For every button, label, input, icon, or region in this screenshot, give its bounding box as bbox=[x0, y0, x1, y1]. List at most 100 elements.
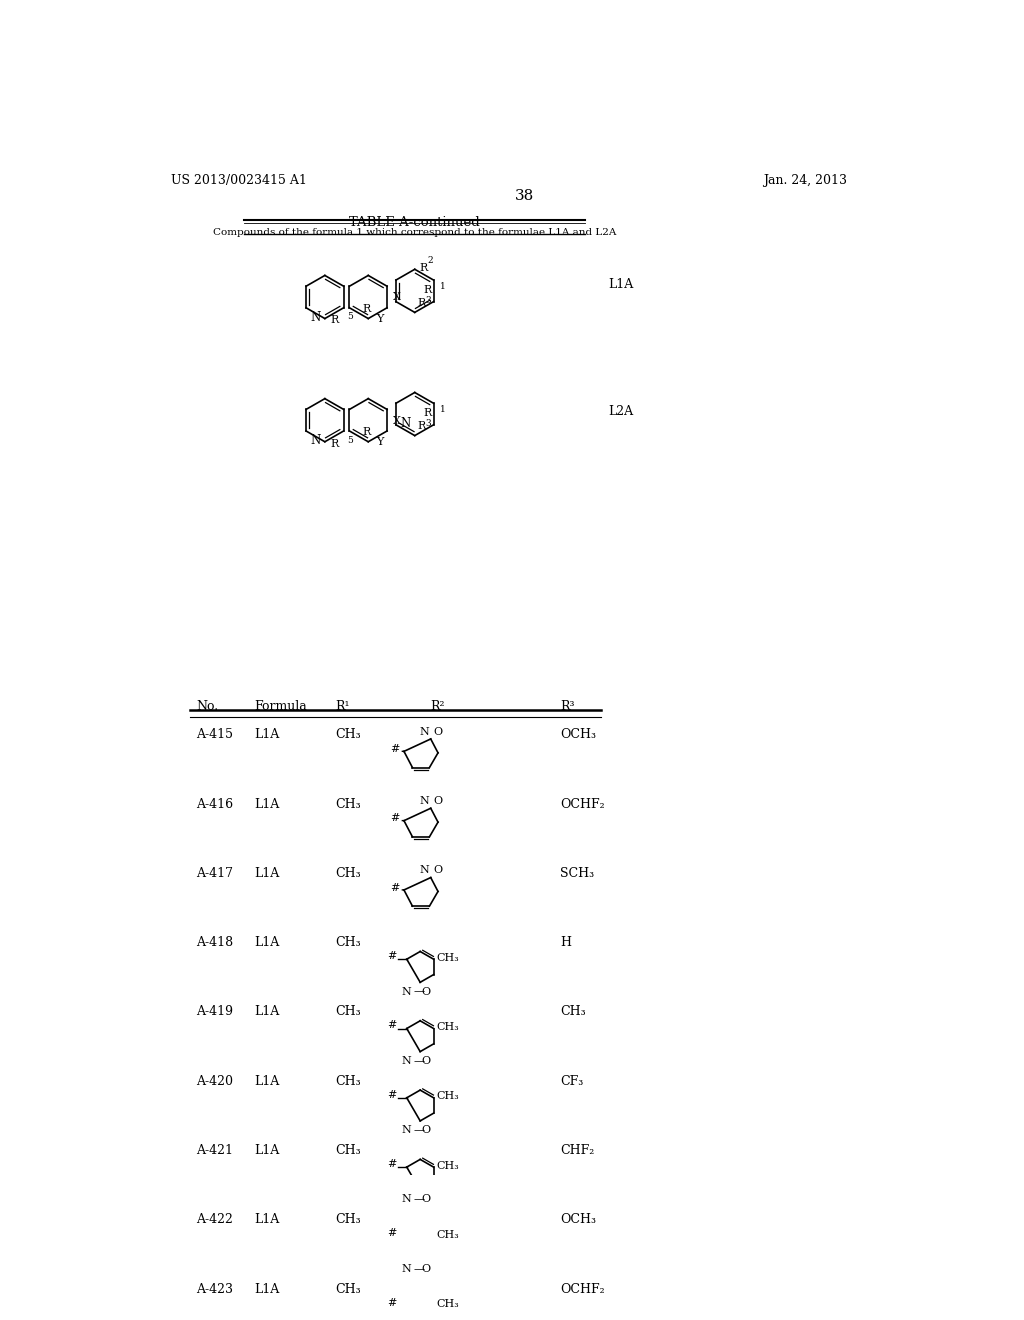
Text: L1A: L1A bbox=[254, 797, 280, 810]
Text: L1A: L1A bbox=[254, 1006, 280, 1019]
Text: A-418: A-418 bbox=[197, 936, 233, 949]
Text: 5: 5 bbox=[347, 436, 352, 445]
Text: Compounds of the formula 1 which correspond to the formulae L1A and L2A: Compounds of the formula 1 which corresp… bbox=[213, 227, 616, 236]
Text: #: # bbox=[387, 1090, 397, 1100]
Text: O: O bbox=[422, 1056, 431, 1065]
Text: OCHF₂: OCHF₂ bbox=[560, 797, 605, 810]
Text: O: O bbox=[433, 865, 442, 875]
Text: H: H bbox=[560, 936, 571, 949]
Text: N: N bbox=[401, 986, 411, 997]
Text: CH₃: CH₃ bbox=[336, 797, 361, 810]
Text: N: N bbox=[310, 434, 321, 446]
Text: X: X bbox=[393, 293, 401, 302]
Text: OCH₃: OCH₃ bbox=[560, 1213, 596, 1226]
Text: A-419: A-419 bbox=[197, 1006, 233, 1019]
Text: No.: No. bbox=[197, 700, 218, 713]
Text: L1A: L1A bbox=[254, 1144, 280, 1158]
Text: R³: R³ bbox=[560, 700, 574, 713]
Text: X: X bbox=[393, 416, 401, 425]
Text: 2: 2 bbox=[427, 256, 433, 264]
Text: CH₃: CH₃ bbox=[436, 1299, 460, 1309]
Text: US 2013/0023415 A1: US 2013/0023415 A1 bbox=[171, 174, 306, 187]
Text: —: — bbox=[414, 986, 425, 997]
Text: N: N bbox=[401, 1195, 411, 1204]
Text: CH₃: CH₃ bbox=[336, 1144, 361, 1158]
Text: CH₃: CH₃ bbox=[336, 936, 361, 949]
Text: —: — bbox=[414, 1125, 425, 1135]
Text: Y: Y bbox=[377, 437, 384, 447]
Text: L1A: L1A bbox=[254, 1074, 280, 1088]
Text: N: N bbox=[420, 796, 429, 807]
Text: R: R bbox=[331, 315, 339, 326]
Text: #: # bbox=[387, 1159, 397, 1170]
Text: R: R bbox=[362, 428, 371, 437]
Text: CH₃: CH₃ bbox=[436, 1092, 460, 1101]
Text: #: # bbox=[387, 1229, 397, 1238]
Text: #: # bbox=[390, 883, 399, 892]
Text: #: # bbox=[387, 1020, 397, 1031]
Text: CHF₂: CHF₂ bbox=[560, 1144, 595, 1158]
Text: A-420: A-420 bbox=[197, 1074, 233, 1088]
Text: O: O bbox=[422, 1125, 431, 1135]
Text: 3: 3 bbox=[426, 296, 431, 305]
Text: 1: 1 bbox=[439, 281, 445, 290]
Text: CH₃: CH₃ bbox=[436, 1022, 460, 1032]
Text: #: # bbox=[390, 744, 399, 754]
Text: CH₃: CH₃ bbox=[336, 867, 361, 880]
Text: CH₃: CH₃ bbox=[336, 1283, 361, 1296]
Text: —: — bbox=[414, 1056, 425, 1065]
Text: 5: 5 bbox=[347, 313, 352, 321]
Text: N: N bbox=[401, 1263, 411, 1274]
Text: CH₃: CH₃ bbox=[336, 1213, 361, 1226]
Text: O: O bbox=[422, 1195, 431, 1204]
Text: OCH₃: OCH₃ bbox=[560, 729, 596, 742]
Text: A-422: A-422 bbox=[197, 1213, 233, 1226]
Text: R: R bbox=[420, 263, 428, 273]
Text: CH₃: CH₃ bbox=[336, 1074, 361, 1088]
Text: N: N bbox=[400, 417, 411, 430]
Text: CH₃: CH₃ bbox=[336, 1006, 361, 1019]
Text: 1: 1 bbox=[439, 405, 445, 413]
Text: Formula: Formula bbox=[254, 700, 307, 713]
Text: O: O bbox=[433, 726, 442, 737]
Text: O: O bbox=[422, 986, 431, 997]
Text: CH₃: CH₃ bbox=[560, 1006, 586, 1019]
Text: Y: Y bbox=[377, 314, 384, 323]
Text: #: # bbox=[387, 952, 397, 961]
Text: CH₃: CH₃ bbox=[336, 729, 361, 742]
Text: R: R bbox=[424, 285, 432, 294]
Text: N: N bbox=[420, 865, 429, 875]
Text: R: R bbox=[331, 438, 339, 449]
Text: R¹: R¹ bbox=[336, 700, 350, 713]
Text: L1A: L1A bbox=[254, 936, 280, 949]
Text: SCH₃: SCH₃ bbox=[560, 867, 595, 880]
Text: A-423: A-423 bbox=[197, 1283, 233, 1296]
Text: A-415: A-415 bbox=[197, 729, 233, 742]
Text: R: R bbox=[418, 421, 426, 430]
Text: #: # bbox=[387, 1298, 397, 1308]
Text: L2A: L2A bbox=[608, 405, 634, 418]
Text: TABLE A-continued: TABLE A-continued bbox=[349, 216, 480, 230]
Text: O: O bbox=[433, 796, 442, 807]
Text: R: R bbox=[362, 304, 371, 314]
Text: A-416: A-416 bbox=[197, 797, 233, 810]
Text: L1A: L1A bbox=[608, 277, 634, 290]
Text: Jan. 24, 2013: Jan. 24, 2013 bbox=[764, 174, 848, 187]
Text: CH₃: CH₃ bbox=[436, 953, 460, 962]
Text: 38: 38 bbox=[515, 189, 535, 203]
Text: #: # bbox=[390, 813, 399, 824]
Text: OCHF₂: OCHF₂ bbox=[560, 1283, 605, 1296]
Text: R: R bbox=[424, 408, 432, 418]
Text: CH₃: CH₃ bbox=[436, 1230, 460, 1239]
Text: A-417: A-417 bbox=[197, 867, 233, 880]
Text: CF₃: CF₃ bbox=[560, 1074, 584, 1088]
Text: —: — bbox=[414, 1195, 425, 1204]
Text: O: O bbox=[422, 1263, 431, 1274]
Text: L1A: L1A bbox=[254, 1213, 280, 1226]
Text: A-421: A-421 bbox=[197, 1144, 233, 1158]
Text: L1A: L1A bbox=[254, 1283, 280, 1296]
Text: L1A: L1A bbox=[254, 867, 280, 880]
Text: N: N bbox=[401, 1125, 411, 1135]
Text: N: N bbox=[310, 310, 321, 323]
Text: —: — bbox=[414, 1263, 425, 1274]
